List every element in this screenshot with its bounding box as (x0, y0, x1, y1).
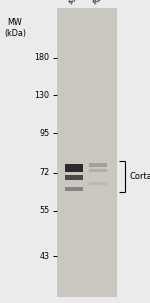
Text: 55: 55 (39, 206, 50, 215)
Text: 130: 130 (34, 91, 50, 100)
Text: 43: 43 (39, 251, 50, 261)
FancyBboxPatch shape (89, 163, 107, 167)
Text: MW
(kDa): MW (kDa) (4, 18, 26, 38)
FancyBboxPatch shape (65, 164, 83, 172)
Text: 72: 72 (39, 168, 50, 177)
Text: Mouse brain: Mouse brain (68, 0, 104, 6)
FancyBboxPatch shape (57, 8, 117, 297)
FancyBboxPatch shape (65, 175, 83, 180)
Text: Rat brain: Rat brain (92, 0, 120, 6)
FancyBboxPatch shape (89, 169, 107, 172)
FancyBboxPatch shape (65, 187, 83, 191)
Text: Cortactin: Cortactin (129, 172, 150, 181)
FancyBboxPatch shape (89, 182, 107, 185)
Text: 180: 180 (34, 53, 50, 62)
Text: 95: 95 (39, 129, 50, 138)
